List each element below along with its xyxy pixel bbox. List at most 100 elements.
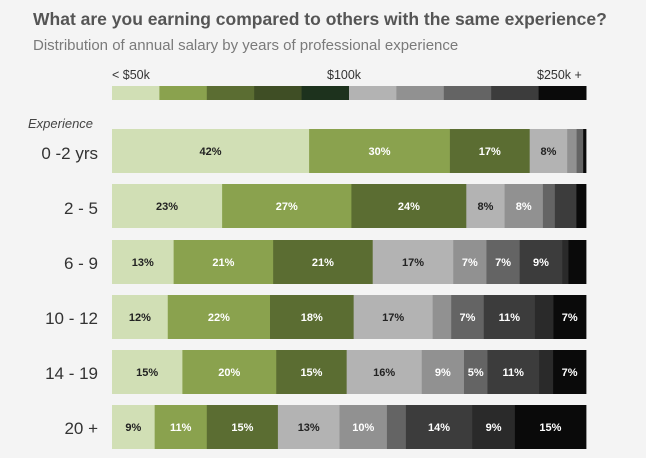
legend-swatch bbox=[301, 86, 350, 100]
bar-segment bbox=[553, 295, 587, 339]
bar-segment bbox=[405, 405, 473, 449]
bar-segment bbox=[353, 295, 434, 339]
data-label: 21% bbox=[212, 257, 234, 269]
bar-segment bbox=[486, 240, 521, 284]
data-label: 7% bbox=[562, 367, 578, 379]
bar-segment bbox=[372, 240, 454, 284]
bar-segment bbox=[206, 405, 279, 449]
legend-swatch bbox=[254, 86, 303, 100]
row-label: 2 - 5 bbox=[63, 199, 98, 218]
legend-swatch bbox=[112, 86, 160, 100]
bar-segment bbox=[154, 405, 208, 449]
bar-segment bbox=[112, 129, 310, 173]
bars: 42% 30% 17% 8% 23% 27% 24% 8% 8% 13% 21% 21% 17% 7% 7%… bbox=[112, 129, 587, 449]
bar-segment bbox=[421, 350, 465, 394]
bar-segment bbox=[463, 350, 488, 394]
bar-segment bbox=[112, 184, 223, 228]
chart-subtitle: Distribution of annual salary by years o… bbox=[33, 37, 459, 54]
data-label: 11% bbox=[503, 367, 525, 379]
y-axis-title: Experience bbox=[28, 116, 94, 131]
bar-segment bbox=[568, 240, 587, 284]
bar-segment bbox=[277, 405, 340, 449]
legend-swatch bbox=[349, 86, 397, 100]
row-label: 14 - 19 bbox=[45, 364, 98, 383]
bar-segment bbox=[514, 405, 587, 449]
bar-segment bbox=[276, 350, 348, 394]
bar-segment bbox=[346, 350, 423, 394]
row-label: 0 -2 yrs bbox=[41, 144, 98, 163]
data-label: 12% bbox=[129, 312, 151, 324]
bar-segment bbox=[519, 240, 563, 284]
chart-title: What are you earning compared to others … bbox=[33, 9, 607, 29]
data-label: 9% bbox=[486, 422, 502, 434]
data-label: 13% bbox=[298, 422, 320, 434]
row-label: 6 - 9 bbox=[63, 254, 98, 273]
bar-segment bbox=[583, 129, 587, 173]
data-label: 17% bbox=[402, 257, 424, 269]
bar-segment bbox=[576, 129, 584, 173]
data-label: 8% bbox=[478, 201, 494, 213]
bar-segment bbox=[167, 295, 271, 339]
legend-swatch bbox=[206, 86, 255, 100]
data-label: 42% bbox=[200, 146, 222, 158]
data-label: 7% bbox=[460, 312, 476, 324]
data-label: 22% bbox=[208, 312, 230, 324]
data-label: 9% bbox=[533, 257, 549, 269]
bar-segment bbox=[487, 350, 540, 394]
legend-label-mid: $100k bbox=[327, 68, 362, 82]
bar-segment bbox=[339, 405, 388, 449]
bar-segment bbox=[542, 184, 556, 228]
data-label: 15% bbox=[300, 367, 322, 379]
bar-segment bbox=[173, 240, 274, 284]
bar-segment bbox=[309, 129, 451, 173]
data-label: 11% bbox=[170, 422, 192, 434]
data-label: 17% bbox=[479, 146, 501, 158]
bar-segment bbox=[567, 129, 578, 173]
data-label: 15% bbox=[539, 422, 561, 434]
bar-segment bbox=[112, 405, 156, 449]
data-label: 15% bbox=[136, 367, 158, 379]
bar-segment bbox=[553, 350, 587, 394]
bar-segment bbox=[453, 240, 487, 284]
bar-segment bbox=[222, 184, 352, 228]
legend-label-low: < $50k bbox=[112, 68, 150, 82]
row-label: 20 + bbox=[64, 419, 98, 438]
data-label: 7% bbox=[562, 312, 578, 324]
data-label: 7% bbox=[495, 257, 511, 269]
bar-segment bbox=[529, 129, 568, 173]
bar-segment bbox=[386, 405, 407, 449]
data-label: 7% bbox=[462, 257, 478, 269]
bar-segment bbox=[451, 295, 485, 339]
data-label: 8% bbox=[516, 201, 532, 213]
data-label: 20% bbox=[218, 367, 240, 379]
data-label: 11% bbox=[499, 312, 521, 324]
bar-segment bbox=[273, 240, 374, 284]
bar-segment bbox=[472, 405, 516, 449]
bar-segment bbox=[112, 350, 183, 394]
data-label: 17% bbox=[382, 312, 404, 324]
row-label: 10 - 12 bbox=[45, 309, 98, 328]
bar-segment bbox=[483, 295, 536, 339]
bar-segment bbox=[182, 350, 277, 394]
bar-segment bbox=[504, 184, 544, 228]
data-label: 21% bbox=[312, 257, 334, 269]
legend-swatch bbox=[159, 86, 208, 100]
bar-segment bbox=[562, 240, 569, 284]
bar-segment bbox=[554, 184, 577, 228]
legend-swatch bbox=[443, 86, 492, 100]
data-label: 14% bbox=[428, 422, 450, 434]
bar-segment bbox=[351, 184, 467, 228]
color-legend bbox=[112, 86, 587, 100]
data-label: 30% bbox=[368, 146, 390, 158]
bar-segment bbox=[432, 295, 452, 339]
data-label: 13% bbox=[132, 257, 154, 269]
data-label: 10% bbox=[352, 422, 374, 434]
bar-segment bbox=[112, 295, 169, 339]
bar-segment bbox=[534, 295, 554, 339]
bar-segment bbox=[270, 295, 355, 339]
bar-segment bbox=[112, 240, 175, 284]
data-label: 24% bbox=[398, 201, 420, 213]
legend-swatch bbox=[396, 86, 445, 100]
data-label: 15% bbox=[231, 422, 253, 434]
